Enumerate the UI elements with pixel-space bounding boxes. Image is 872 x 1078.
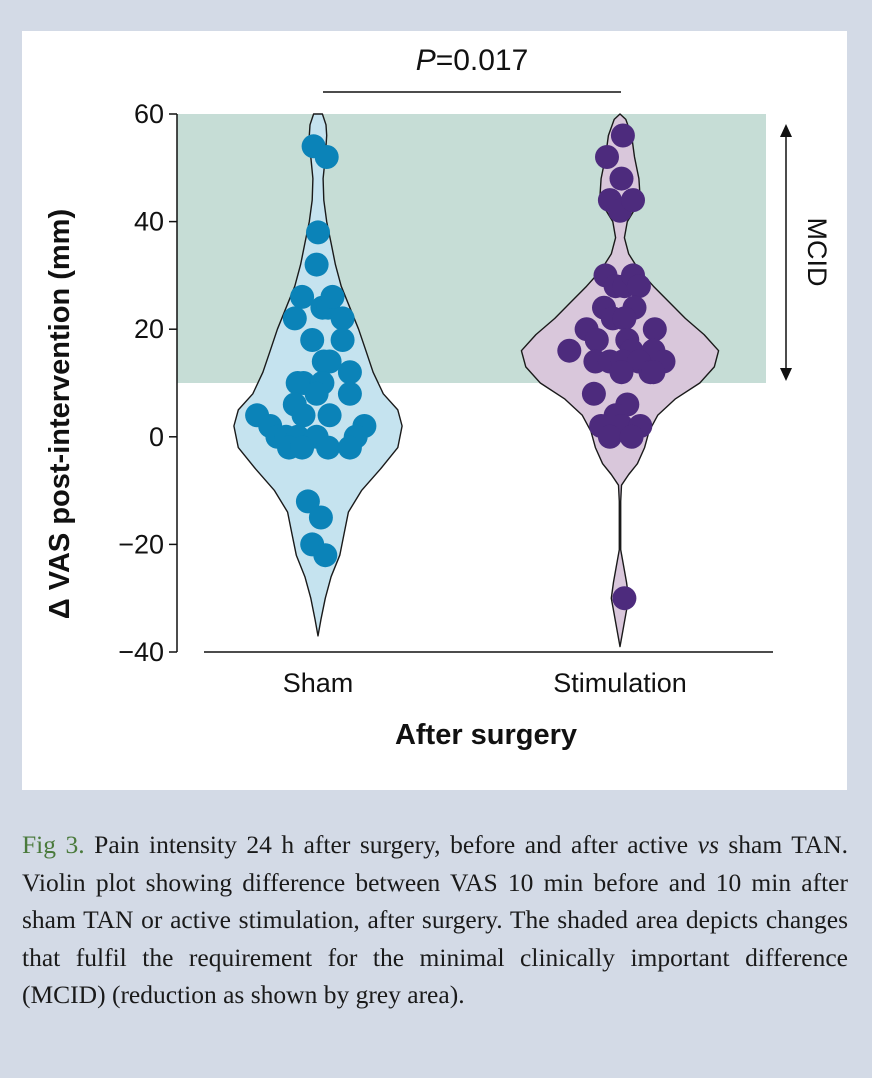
- y-tick-label: 60: [134, 99, 164, 129]
- x-axis-title: After surgery: [395, 719, 577, 751]
- figure-caption: Fig 3. Pain intensity 24 h after surgery…: [22, 826, 848, 1014]
- mcid-arrow-head-top: [780, 124, 792, 137]
- mcid-arrow-head-bottom: [780, 368, 792, 381]
- p-value-label: P=0.017: [416, 44, 529, 77]
- data-point-sham: [317, 403, 342, 428]
- x-tick-label-sham: Sham: [283, 668, 354, 698]
- y-tick-label: 20: [134, 314, 164, 344]
- data-point-stimulation: [612, 306, 637, 331]
- x-tick-label-stimulation: Stimulation: [553, 668, 687, 698]
- data-point-sham: [317, 349, 342, 374]
- figure-panel: 60 40 20 0 −20 −40 P=0.017 Δ VAS post-interve…: [22, 31, 847, 790]
- data-point-sham: [337, 381, 362, 406]
- data-point-stimulation: [584, 328, 609, 352]
- data-point-sham: [313, 543, 338, 568]
- data-point-sham: [285, 371, 310, 395]
- y-axis-title: Δ VAS post-intervention (mm): [44, 209, 76, 619]
- data-point-stimulation: [609, 360, 634, 385]
- data-point-sham: [337, 435, 362, 460]
- y-tick-label: −20: [118, 529, 164, 559]
- mcid-label: MCID: [802, 218, 832, 287]
- caption-text-1: Pain intensity 24 h after surgery, befor…: [84, 830, 698, 859]
- caption-text-vs: vs: [697, 830, 719, 859]
- data-point-stimulation: [557, 338, 582, 363]
- data-point-sham: [291, 403, 316, 428]
- data-point-sham: [290, 435, 315, 460]
- data-point-sham: [295, 489, 320, 514]
- data-point-sham: [304, 381, 329, 406]
- data-point-sham: [304, 252, 329, 277]
- data-point-stimulation: [597, 424, 622, 449]
- data-point-stimulation: [609, 166, 634, 191]
- y-tick-label: −40: [118, 637, 164, 667]
- data-point-sham: [306, 220, 330, 245]
- data-point-stimulation: [612, 586, 637, 611]
- data-point-sham: [290, 284, 315, 309]
- data-point-sham: [330, 306, 355, 331]
- data-point-sham: [300, 328, 325, 352]
- violin-chart: 60 40 20 0 −20 −40 P=0.017 Δ VAS post-interve…: [44, 44, 832, 751]
- data-point-stimulation: [610, 123, 635, 148]
- data-point-stimulation: [581, 381, 606, 406]
- data-point-stimulation: [595, 145, 619, 169]
- data-point-sham: [314, 145, 339, 169]
- y-tick-label: 0: [149, 422, 164, 452]
- data-point-stimulation: [642, 317, 667, 342]
- data-point-sham: [282, 306, 307, 331]
- data-point-sham: [337, 360, 362, 385]
- caption-text-2: sham TAN. Violin plot showing difference…: [22, 830, 848, 1009]
- data-point-stimulation: [619, 424, 644, 449]
- data-point-sham: [330, 328, 355, 352]
- data-point-stimulation: [621, 188, 645, 213]
- data-point-sham: [316, 435, 341, 460]
- data-point-sham: [308, 505, 333, 530]
- y-tick-label: 40: [134, 207, 164, 237]
- data-point-stimulation: [641, 360, 666, 385]
- data-point-stimulation: [626, 274, 651, 299]
- figure-label: Fig 3.: [22, 830, 85, 859]
- data-point-sham: [320, 284, 345, 309]
